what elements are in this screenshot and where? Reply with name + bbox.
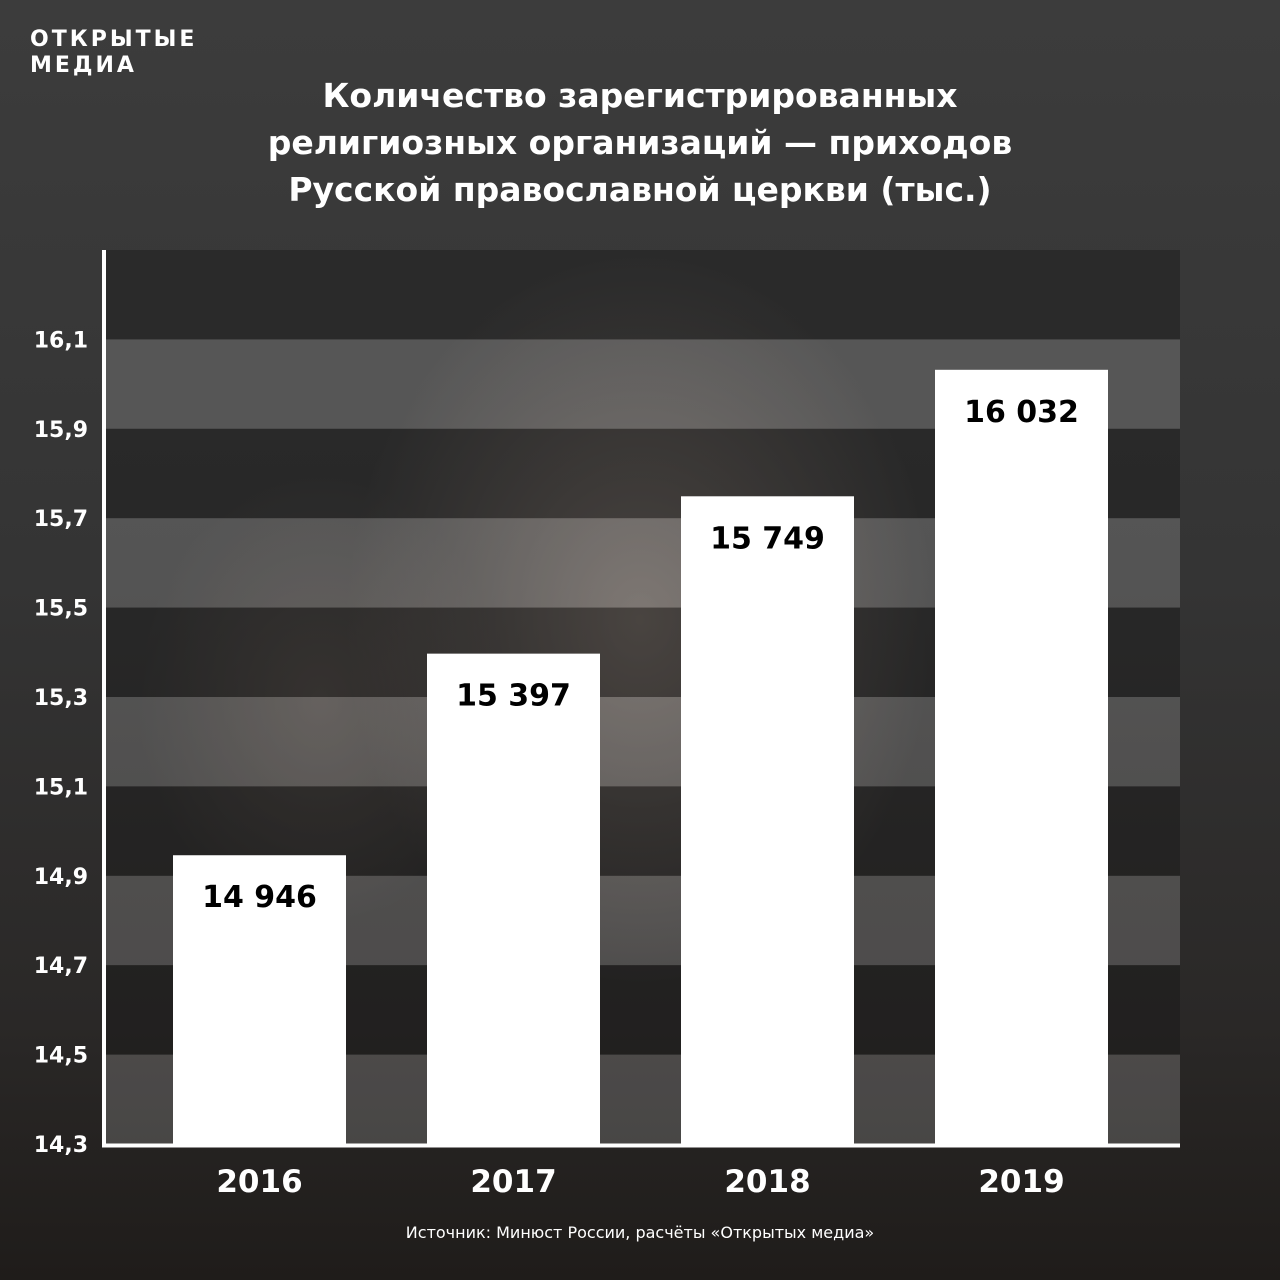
y-tick-label: 15,5 [34,597,88,622]
source-note: Источник: Минюст России, расчёты «Открыт… [405,1223,875,1242]
y-tick-label: 14,7 [34,954,88,979]
y-tick-label: 15,1 [34,775,88,800]
y-tick-label: 14,3 [34,1133,88,1158]
bar-value-label: 16 032 [964,395,1079,430]
y-tick-label: 15,3 [34,686,88,711]
x-category-label: 2017 [470,1164,556,1200]
bar [681,496,854,1144]
y-tick-label: 16,1 [34,328,88,353]
y-tick-label: 14,5 [34,1044,88,1069]
y-tick-label: 15,7 [34,507,88,532]
y-tick-label: 14,9 [34,865,88,890]
y-tick-label: 15,9 [34,418,88,443]
brand-line-2: МЕДИА [30,53,137,78]
bar-value-label: 15 749 [710,521,825,556]
x-category-label: 2018 [724,1164,810,1200]
bar [173,855,346,1144]
brand-line-1: ОТКРЫТЫЕ [30,27,198,52]
bar [935,369,1108,1144]
bar-value-label: 15 397 [456,679,571,714]
x-category-label: 2019 [978,1164,1064,1200]
chart-title: Количество зарегистрированных религиозны… [267,76,1013,209]
bar-value-label: 14 946 [202,880,317,915]
grid-band [104,250,1180,340]
x-category-label: 2016 [216,1164,302,1200]
bar [427,653,600,1144]
brand-logo: ОТКРЫТЫЕ МЕДИА [30,27,197,79]
